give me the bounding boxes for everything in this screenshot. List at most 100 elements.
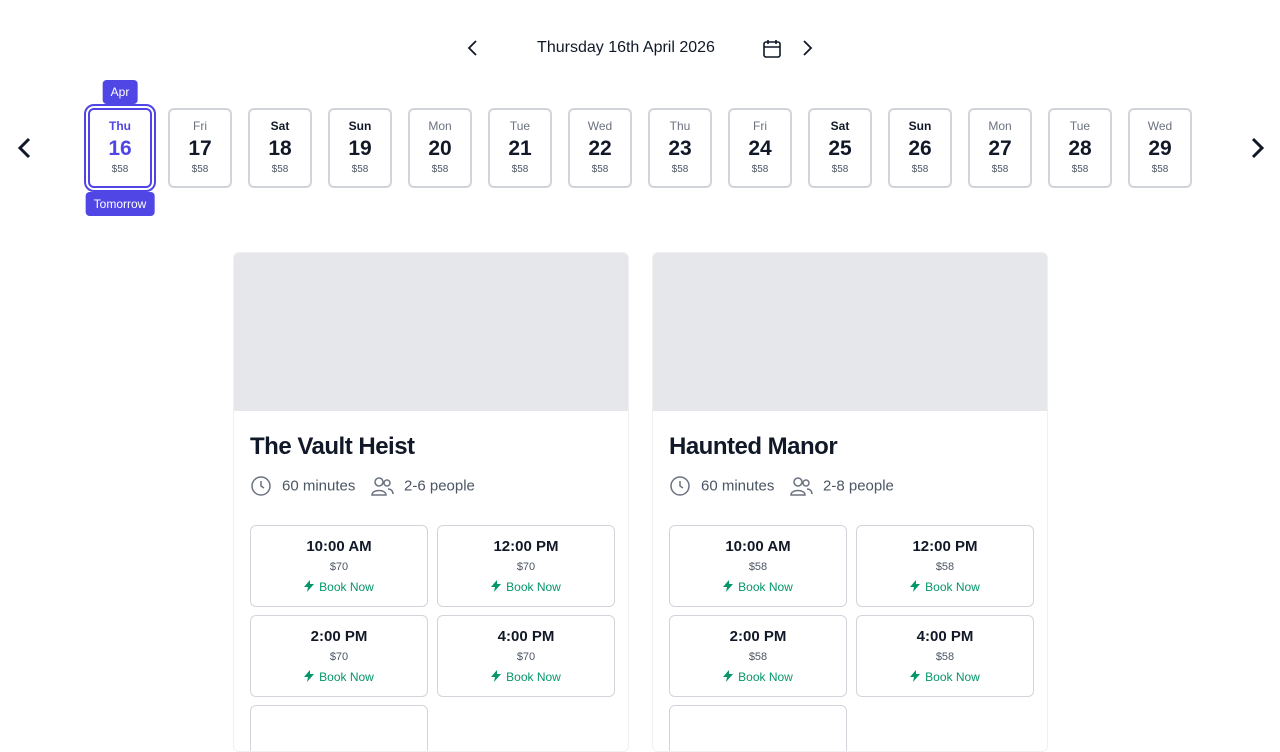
day-price: $58 (191, 164, 209, 175)
day-number: 26 (908, 137, 932, 160)
weekday: Fri (753, 119, 767, 133)
room-title: The Vault Heist (250, 433, 415, 460)
time-slot[interactable]: 4:00 PM $70 Book Now (437, 615, 615, 697)
book-now[interactable]: Book Now (670, 580, 846, 594)
day-number: 27 (988, 137, 1012, 160)
day-tile[interactable]: Fri 24 $58 (728, 108, 792, 188)
time-slot[interactable]: 4:00 PM $58 Book Now (856, 615, 1034, 697)
duration: 60 minutes (250, 475, 355, 497)
book-now-text[interactable]: Book Now (319, 580, 374, 594)
next-date[interactable] (800, 38, 816, 58)
book-now[interactable]: Book Now (670, 670, 846, 684)
time-slot-more[interactable] (250, 705, 428, 751)
slot-time: 2:00 PM (310, 628, 368, 645)
book-now[interactable]: Book Now (857, 670, 1033, 684)
day-number: 19 (348, 137, 372, 160)
duration: 60 minutes (669, 475, 774, 497)
day-tile[interactable]: Thu 23 $58 (648, 108, 712, 188)
day-price: $58 (831, 164, 849, 175)
room-card: The Vault Heist 60 minutes 2-6 people 10:00… (233, 252, 629, 752)
page: Thursday 16th April 2026 Thu 16 $58 Fri 17 $5… (14, 38, 1268, 752)
duration-text: 60 minutes (701, 477, 775, 495)
day-tile[interactable]: Mon 20 $58 (408, 108, 472, 188)
book-now[interactable]: Book Now (438, 670, 614, 684)
room-card: Haunted Manor 60 minutes 2-8 people 10:00 A… (652, 252, 1048, 752)
slot-price: $58 (935, 561, 955, 573)
weekday: Sat (270, 119, 290, 133)
weekday: Tue (1069, 119, 1091, 133)
day-number: 18 (268, 137, 292, 160)
book-now[interactable]: Book Now (251, 670, 427, 684)
book-now-text[interactable]: Book Now (925, 580, 980, 594)
prev-date[interactable] (464, 38, 480, 58)
day-number: 28 (1068, 137, 1092, 160)
time-slot[interactable]: 10:00 AM $58 Book Now (669, 525, 847, 607)
day-tile[interactable]: Sun 26 $58 (888, 108, 952, 188)
calendar-button[interactable] (761, 38, 783, 60)
time-slot[interactable]: 12:00 PM $58 Book Now (856, 525, 1034, 607)
slot-time: 12:00 PM (912, 538, 978, 555)
day-tile[interactable]: Sat 18 $58 (248, 108, 312, 188)
day-number: 20 (428, 137, 452, 160)
day-tile[interactable]: Sun 19 $58 (328, 108, 392, 188)
slot-time: 4:00 PM (497, 628, 555, 645)
time-slot[interactable]: 12:00 PM $70 Book Now (437, 525, 615, 607)
day-tile[interactable]: Thu 16 $58 (84, 104, 156, 192)
slot-time: 2:00 PM (729, 628, 787, 645)
day-tile[interactable]: Wed 22 $58 (568, 108, 632, 188)
current-date: Thursday 16th April 2026 (537, 39, 715, 56)
day-number: 22 (588, 137, 612, 160)
day-number: 16 (108, 137, 132, 160)
time-slot-more[interactable] (669, 705, 847, 751)
book-now-text[interactable]: Book Now (738, 670, 793, 684)
weekday: Mon (428, 119, 452, 133)
day-number: 24 (748, 137, 772, 160)
day-tile[interactable]: Mon 27 $58 (968, 108, 1032, 188)
day-price: $58 (591, 164, 609, 175)
day-price: $58 (431, 164, 449, 175)
weekday: Sun (908, 119, 932, 133)
time-slot[interactable]: 10:00 AM $70 Book Now (250, 525, 428, 607)
slot-time: 12:00 PM (493, 538, 559, 555)
time-slot[interactable]: 2:00 PM $70 Book Now (250, 615, 428, 697)
day-tile[interactable]: Fri 17 $58 (168, 108, 232, 188)
day-number: 17 (188, 137, 212, 160)
day-number: 23 (668, 137, 692, 160)
capacity-text: 2-6 people (404, 477, 475, 495)
slot-price: $70 (329, 561, 349, 573)
time-slot[interactable]: 2:00 PM $58 Book Now (669, 615, 847, 697)
slot-time: 4:00 PM (916, 628, 974, 645)
room-image (234, 253, 628, 411)
day-tile[interactable]: Tue 21 $58 (488, 108, 552, 188)
book-now-text[interactable]: Book Now (319, 670, 374, 684)
day-tile[interactable]: Sat 25 $58 (808, 108, 872, 188)
day-price: $58 (351, 164, 369, 175)
book-now-text[interactable]: Book Now (738, 580, 793, 594)
book-now[interactable]: Book Now (438, 580, 614, 594)
day-price: $58 (671, 164, 689, 175)
book-now-text[interactable]: Book Now (506, 580, 561, 594)
day-tile[interactable]: Tue 28 $58 (1048, 108, 1112, 188)
book-now-text[interactable]: Book Now (925, 670, 980, 684)
day-price: $58 (1151, 164, 1169, 175)
slot-time: 10:00 AM (725, 538, 791, 555)
weekday: Sun (348, 119, 372, 133)
strip-prev[interactable] (14, 136, 36, 160)
slot-price: $70 (329, 651, 349, 663)
book-now[interactable]: Book Now (857, 580, 1033, 594)
slot-time: 10:00 AM (306, 538, 372, 555)
book-now[interactable]: Book Now (251, 580, 427, 594)
slot-price: $58 (748, 561, 768, 573)
slot-price: $58 (935, 651, 955, 663)
tomorrow-badge: Tomorrow (85, 192, 155, 216)
day-number: 29 (1148, 137, 1172, 160)
day-number: 25 (828, 137, 852, 160)
capacity: 2-6 people (370, 475, 475, 497)
book-now-text[interactable]: Book Now (506, 670, 561, 684)
day-price: $58 (1071, 164, 1089, 175)
day-price: $58 (111, 164, 129, 175)
day-price: $58 (911, 164, 929, 175)
strip-next[interactable] (1246, 136, 1268, 160)
slot-price: $70 (516, 561, 536, 573)
day-tile[interactable]: Wed 29 $58 (1128, 108, 1192, 188)
